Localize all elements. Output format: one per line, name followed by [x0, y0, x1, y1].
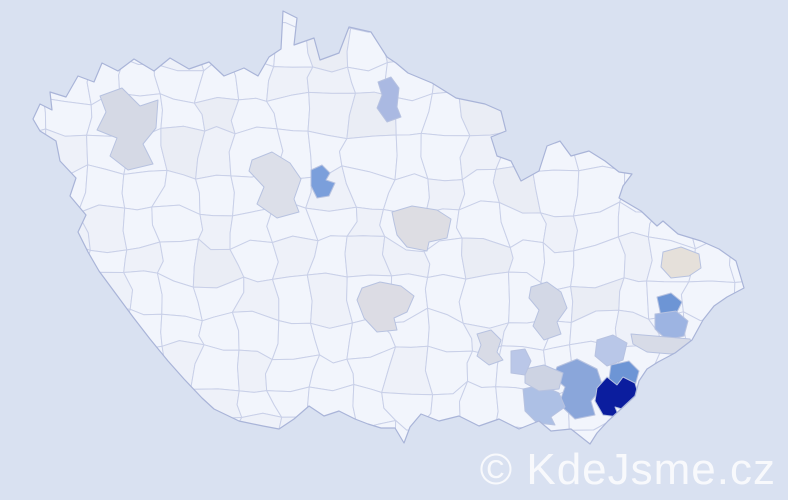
highlighted-districts [96, 76, 702, 426]
highlighted-district-d15[interactable] [552, 358, 604, 420]
district-cell[interactable] [272, 274, 313, 325]
highlighted-district-d4[interactable] [376, 76, 402, 123]
watermark: © KdeJsme.cz [480, 445, 776, 494]
highlighted-district-d6[interactable] [356, 281, 415, 333]
highlighted-district-d18[interactable] [524, 364, 564, 392]
country-outline [32, 10, 745, 445]
district-cell[interactable] [532, 169, 580, 218]
highlighted-district-d8[interactable] [476, 329, 504, 366]
highlighted-district-d2[interactable] [248, 151, 302, 219]
highlighted-district-d5[interactable] [391, 205, 452, 252]
district-cell[interactable] [425, 178, 466, 214]
highlighted-district-d7[interactable] [528, 281, 568, 341]
highlighted-district-d11[interactable] [654, 310, 689, 341]
highlighted-district-d1[interactable] [96, 87, 159, 171]
highlighted-district-d13[interactable] [594, 334, 628, 367]
district-cell[interactable] [458, 271, 510, 329]
highlighted-district-d3[interactable] [310, 164, 336, 199]
district-cell[interactable] [306, 272, 353, 329]
highlighted-district-d9[interactable] [660, 246, 702, 279]
highlighted-district-d19[interactable] [510, 348, 532, 376]
district-cell[interactable] [195, 174, 235, 217]
